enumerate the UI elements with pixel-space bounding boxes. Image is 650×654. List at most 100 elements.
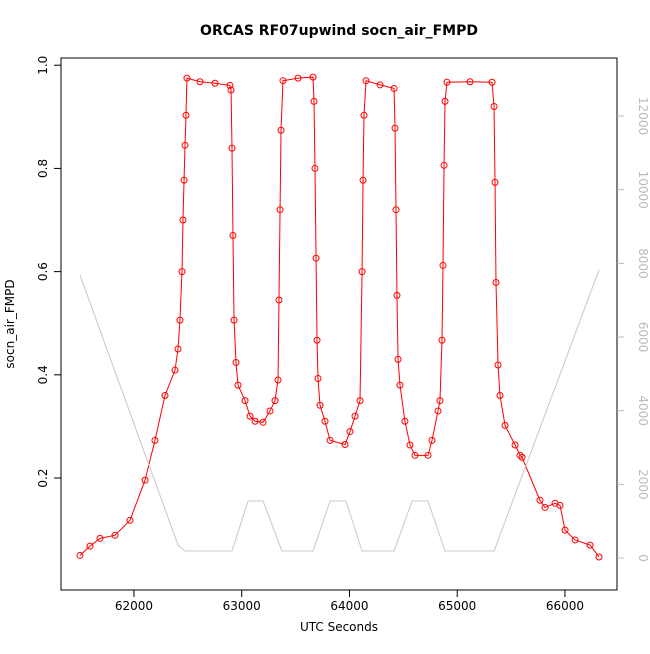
x-tick-label: 62000	[115, 599, 153, 613]
y-axis-label: socn_air_FMPD	[3, 279, 17, 368]
data-point	[182, 111, 190, 119]
data-point	[277, 126, 285, 134]
x-axis-label: UTC Seconds	[300, 620, 378, 634]
data-point	[228, 144, 236, 152]
data-point	[259, 418, 267, 426]
data-point	[346, 428, 354, 436]
data-point	[406, 441, 414, 449]
y-tick-label: 0.6	[36, 262, 50, 281]
data-point	[358, 268, 366, 276]
data-point	[230, 316, 238, 324]
data-point	[274, 376, 282, 384]
data-point	[390, 84, 398, 92]
y2-tick-label: 8000	[636, 248, 650, 279]
data-point	[571, 536, 579, 544]
data-point	[488, 78, 496, 86]
data-point	[86, 542, 94, 550]
data-point	[440, 161, 448, 169]
series-line	[79, 269, 600, 552]
data-point	[360, 111, 368, 119]
data-point	[556, 501, 564, 509]
data-point	[401, 417, 409, 425]
y-tick-label: 1.0	[36, 56, 50, 75]
data-point	[151, 436, 159, 444]
data-point	[443, 78, 451, 86]
data-point	[181, 141, 189, 149]
data-point	[310, 97, 318, 105]
y2-tick-label: 4000	[636, 395, 650, 426]
data-point	[393, 291, 401, 299]
data-point	[434, 407, 442, 415]
data-point	[196, 78, 204, 86]
data-point	[536, 496, 544, 504]
data-point	[266, 407, 274, 415]
data-point	[496, 391, 504, 399]
data-point	[494, 361, 502, 369]
data-point	[246, 412, 254, 420]
data-point	[312, 254, 320, 262]
data-point	[362, 77, 370, 85]
y2-tick-label: 2000	[636, 469, 650, 500]
data-point	[439, 261, 447, 269]
data-point	[428, 436, 436, 444]
data-point	[178, 268, 186, 276]
data-point	[351, 412, 359, 420]
data-point	[392, 206, 400, 214]
data-point	[491, 178, 499, 186]
data-point	[183, 74, 191, 82]
data-point	[436, 397, 444, 405]
data-point	[227, 86, 235, 94]
data-point	[424, 451, 432, 459]
data-point	[126, 516, 134, 524]
data-point	[376, 81, 384, 89]
data-point	[141, 476, 149, 484]
data-point	[394, 355, 402, 363]
data-point	[516, 451, 524, 459]
data-point	[226, 81, 234, 89]
y-tick-label: 0.4	[36, 365, 50, 384]
data-point	[279, 77, 287, 85]
chart-title: ORCAS RF07upwind socn_air_FMPD	[200, 23, 478, 39]
y2-tick-label: 0	[636, 554, 650, 562]
series-line	[79, 76, 600, 558]
data-point	[275, 296, 283, 304]
data-point	[309, 73, 317, 81]
data-point	[313, 336, 321, 344]
data-point	[466, 78, 474, 86]
data-point	[595, 553, 603, 561]
data-point	[341, 440, 349, 448]
data-point	[441, 97, 449, 105]
data-point	[234, 381, 242, 389]
data-point	[96, 534, 104, 542]
x-tick-label: 65000	[438, 599, 476, 613]
data-point	[161, 391, 169, 399]
data-point	[492, 278, 500, 286]
data-point	[316, 401, 324, 409]
data-point	[501, 421, 509, 429]
data-point	[180, 176, 188, 184]
data-point	[359, 176, 367, 184]
data-point	[271, 397, 279, 405]
x-tick-label: 64000	[330, 599, 368, 613]
data-point	[251, 417, 259, 425]
data-point	[311, 164, 319, 172]
data-point	[438, 336, 446, 344]
data-point	[241, 397, 249, 405]
data-point	[326, 436, 334, 444]
data-point	[518, 453, 526, 461]
y2-tick-label: 10000	[636, 171, 650, 209]
plot-box	[60, 57, 618, 591]
data-point	[276, 206, 284, 214]
data-point	[541, 503, 549, 511]
data-point	[586, 541, 594, 549]
data-point	[321, 417, 329, 425]
data-point	[111, 531, 119, 539]
data-point	[411, 451, 419, 459]
data-point	[176, 316, 184, 324]
data-point	[232, 358, 240, 366]
x-tick-label: 63000	[223, 599, 261, 613]
data-point	[511, 441, 519, 449]
data-point	[76, 551, 84, 559]
